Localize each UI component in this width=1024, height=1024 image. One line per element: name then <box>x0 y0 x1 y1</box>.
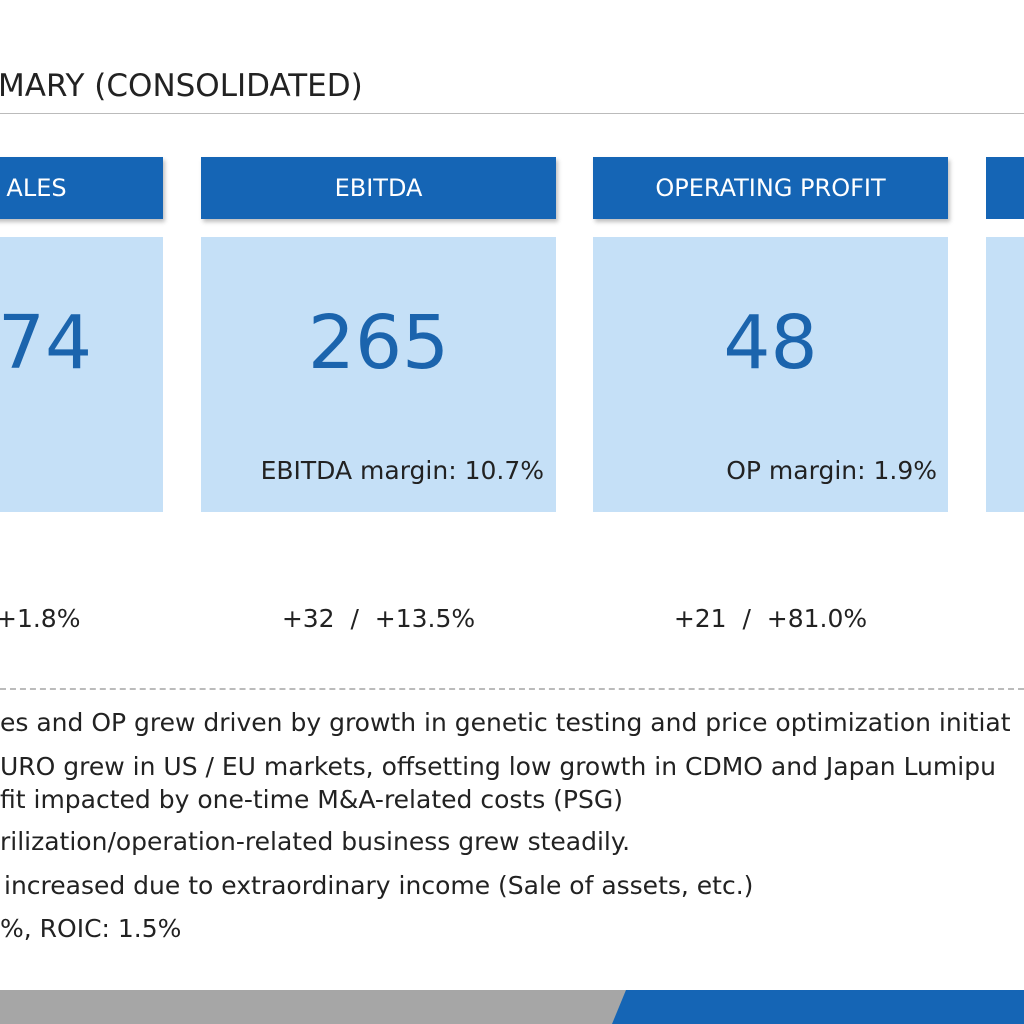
bullet: fit impacted by one-time M&A-related cos… <box>0 785 623 814</box>
footer-gray <box>0 990 640 1024</box>
bullet: es and OP grew driven by growth in genet… <box>0 708 1011 737</box>
bullet: rilization/operation-related business gr… <box>0 827 631 856</box>
footer-bar <box>0 990 1024 1024</box>
slide-title: MARY (CONSOLIDATED) <box>0 68 363 104</box>
card-margin: EBITDA margin: 10.7% <box>260 456 544 485</box>
bullet: URO grew in US / EU markets, offsetting … <box>0 752 996 781</box>
card-change: +32 / +13.5% <box>281 604 476 633</box>
bullet: %, ROIC: 1.5% <box>0 914 182 943</box>
card-margin: OP margin: 1.9% <box>726 456 937 485</box>
card-change: +21 / +81.0% <box>673 604 868 633</box>
card-body <box>986 237 1024 512</box>
card-body <box>593 237 948 512</box>
card-body <box>0 237 163 512</box>
card-header: ALES <box>0 157 163 219</box>
card-value: 74 <box>0 300 93 386</box>
card-header <box>986 157 1024 219</box>
card-value: 265 <box>307 300 450 386</box>
title-rule <box>0 113 1024 114</box>
card-header-text: ALES <box>6 174 67 202</box>
card-header: EBITDA <box>201 157 556 219</box>
footer-blue <box>612 990 1024 1024</box>
card-value: 48 <box>723 300 818 386</box>
card-header: OPERATING PROFIT <box>593 157 948 219</box>
card-change: +1.8% <box>0 604 81 633</box>
divider <box>0 688 1024 690</box>
card-body <box>201 237 556 512</box>
bullet: increased due to extraordinary income (S… <box>4 871 754 900</box>
